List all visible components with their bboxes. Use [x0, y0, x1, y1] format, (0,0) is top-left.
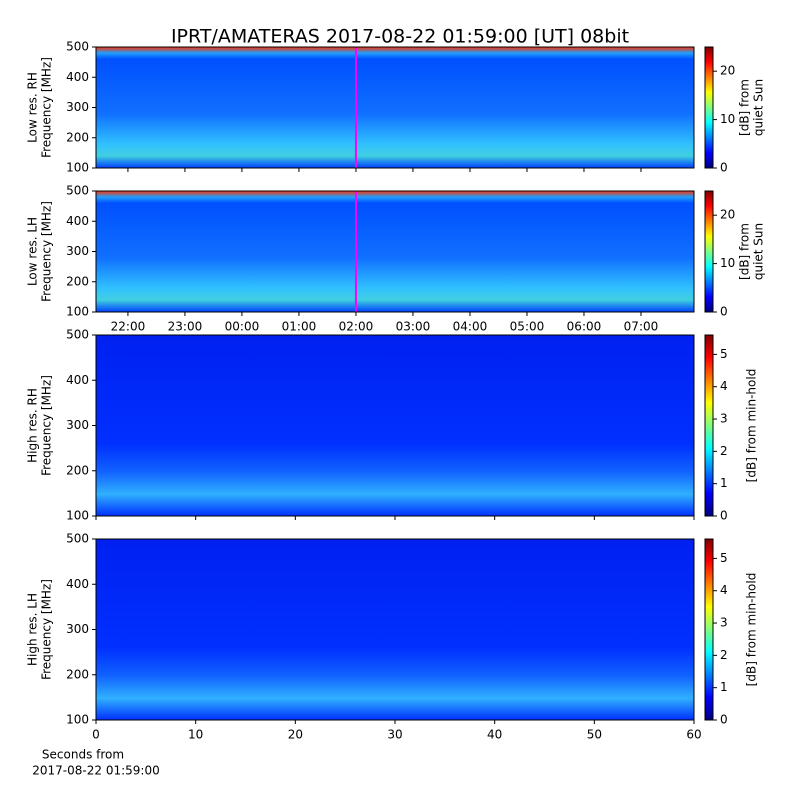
figure-title: IPRT/AMATERAS 2017-08-22 01:59:00 [UT] 0…	[171, 26, 629, 48]
colorbar-tick-label: 0	[720, 713, 728, 727]
y-tick-label: 500	[66, 328, 89, 342]
colorbar-tick-label: 0	[720, 161, 728, 175]
colorbar-tick-label: 4	[720, 583, 728, 597]
colorbar-tick-label: 20	[720, 208, 735, 222]
y-tick-label: 300	[66, 100, 89, 114]
y-tick-label: 100	[66, 509, 89, 523]
y-tick-label: 100	[66, 161, 89, 175]
y-tick-label: 300	[66, 622, 89, 636]
y-tick-label: 400	[66, 577, 89, 591]
spectrogram	[96, 191, 694, 312]
colorbar-label: [dB] from	[738, 223, 752, 280]
x-tick-label: 20	[288, 728, 303, 742]
colorbar-tick-label: 1	[720, 476, 728, 490]
y-axis-label: Low res. RH	[26, 72, 40, 143]
x-tick-label: 0	[92, 728, 100, 742]
y-tick-label: 500	[66, 184, 89, 198]
colorbar-tick-label: 10	[720, 112, 735, 126]
colorbar	[704, 334, 714, 517]
spectrogram	[96, 539, 694, 720]
colorbar-tick-label: 3	[720, 616, 728, 630]
spectrogram	[96, 335, 694, 516]
y-tick-label: 400	[66, 70, 89, 84]
x-axis-label: Seconds from	[42, 748, 124, 762]
y-tick-label: 100	[66, 713, 89, 727]
x-axis-label: 2017-08-22 01:59:00	[32, 764, 159, 778]
colorbar-tick-label: 20	[720, 64, 735, 78]
colorbar-tick-label: 0	[720, 305, 728, 319]
colorbar	[704, 538, 714, 721]
colorbar-tick-label: 5	[720, 551, 728, 565]
y-tick-label: 200	[66, 274, 89, 288]
colorbar-tick-label: 10	[720, 256, 735, 270]
y-axis-label: Frequency [MHz]	[40, 57, 54, 158]
x-tick-label: 02:00	[339, 320, 374, 334]
colorbar-label: [dB] from min-hold	[745, 369, 759, 483]
y-tick-label: 500	[66, 40, 89, 54]
y-axis-label: High res. RH	[26, 388, 40, 463]
x-tick-label: 05:00	[510, 320, 545, 334]
y-tick-label: 300	[66, 418, 89, 432]
x-tick-label: 04:00	[453, 320, 488, 334]
x-tick-label: 06:00	[567, 320, 602, 334]
x-tick-label: 23:00	[168, 320, 203, 334]
x-tick-label: 22:00	[111, 320, 146, 334]
y-tick-label: 400	[66, 214, 89, 228]
y-axis-label: Frequency [MHz]	[40, 579, 54, 680]
x-tick-label: 30	[387, 728, 402, 742]
colorbar-tick-label: 2	[720, 648, 728, 662]
colorbar-label: [dB] from min-hold	[745, 573, 759, 687]
y-tick-label: 200	[66, 130, 89, 144]
y-tick-label: 300	[66, 244, 89, 258]
y-tick-label: 100	[66, 305, 89, 319]
y-tick-label: 400	[66, 373, 89, 387]
y-axis-label: Low res. LH	[26, 217, 40, 286]
x-tick-label: 50	[587, 728, 602, 742]
colorbar-tick-label: 5	[720, 347, 728, 361]
colorbar-label: [dB] from	[738, 79, 752, 136]
colorbar-tick-label: 0	[720, 509, 728, 523]
colorbar-tick-label: 1	[720, 680, 728, 694]
y-tick-label: 500	[66, 532, 89, 546]
colorbar-tick-label: 4	[720, 379, 728, 393]
colorbar-label: quiet Sun	[752, 79, 766, 136]
y-tick-label: 200	[66, 667, 89, 681]
x-tick-label: 60	[686, 728, 701, 742]
colorbar-label: quiet Sun	[752, 223, 766, 280]
colorbar	[704, 190, 714, 313]
x-tick-label: 03:00	[396, 320, 431, 334]
x-tick-label: 10	[188, 728, 203, 742]
y-axis-label: Frequency [MHz]	[40, 201, 54, 302]
y-axis-label: High res. LH	[26, 593, 40, 666]
colorbar-tick-label: 3	[720, 412, 728, 426]
x-tick-label: 01:00	[282, 320, 317, 334]
x-tick-label: 00:00	[225, 320, 260, 334]
y-axis-label: Frequency [MHz]	[40, 375, 54, 476]
colorbar	[704, 46, 714, 169]
x-tick-label: 07:00	[624, 320, 659, 334]
x-tick-label: 40	[487, 728, 502, 742]
y-tick-label: 200	[66, 463, 89, 477]
spectrogram	[96, 47, 694, 168]
colorbar-tick-label: 2	[720, 444, 728, 458]
